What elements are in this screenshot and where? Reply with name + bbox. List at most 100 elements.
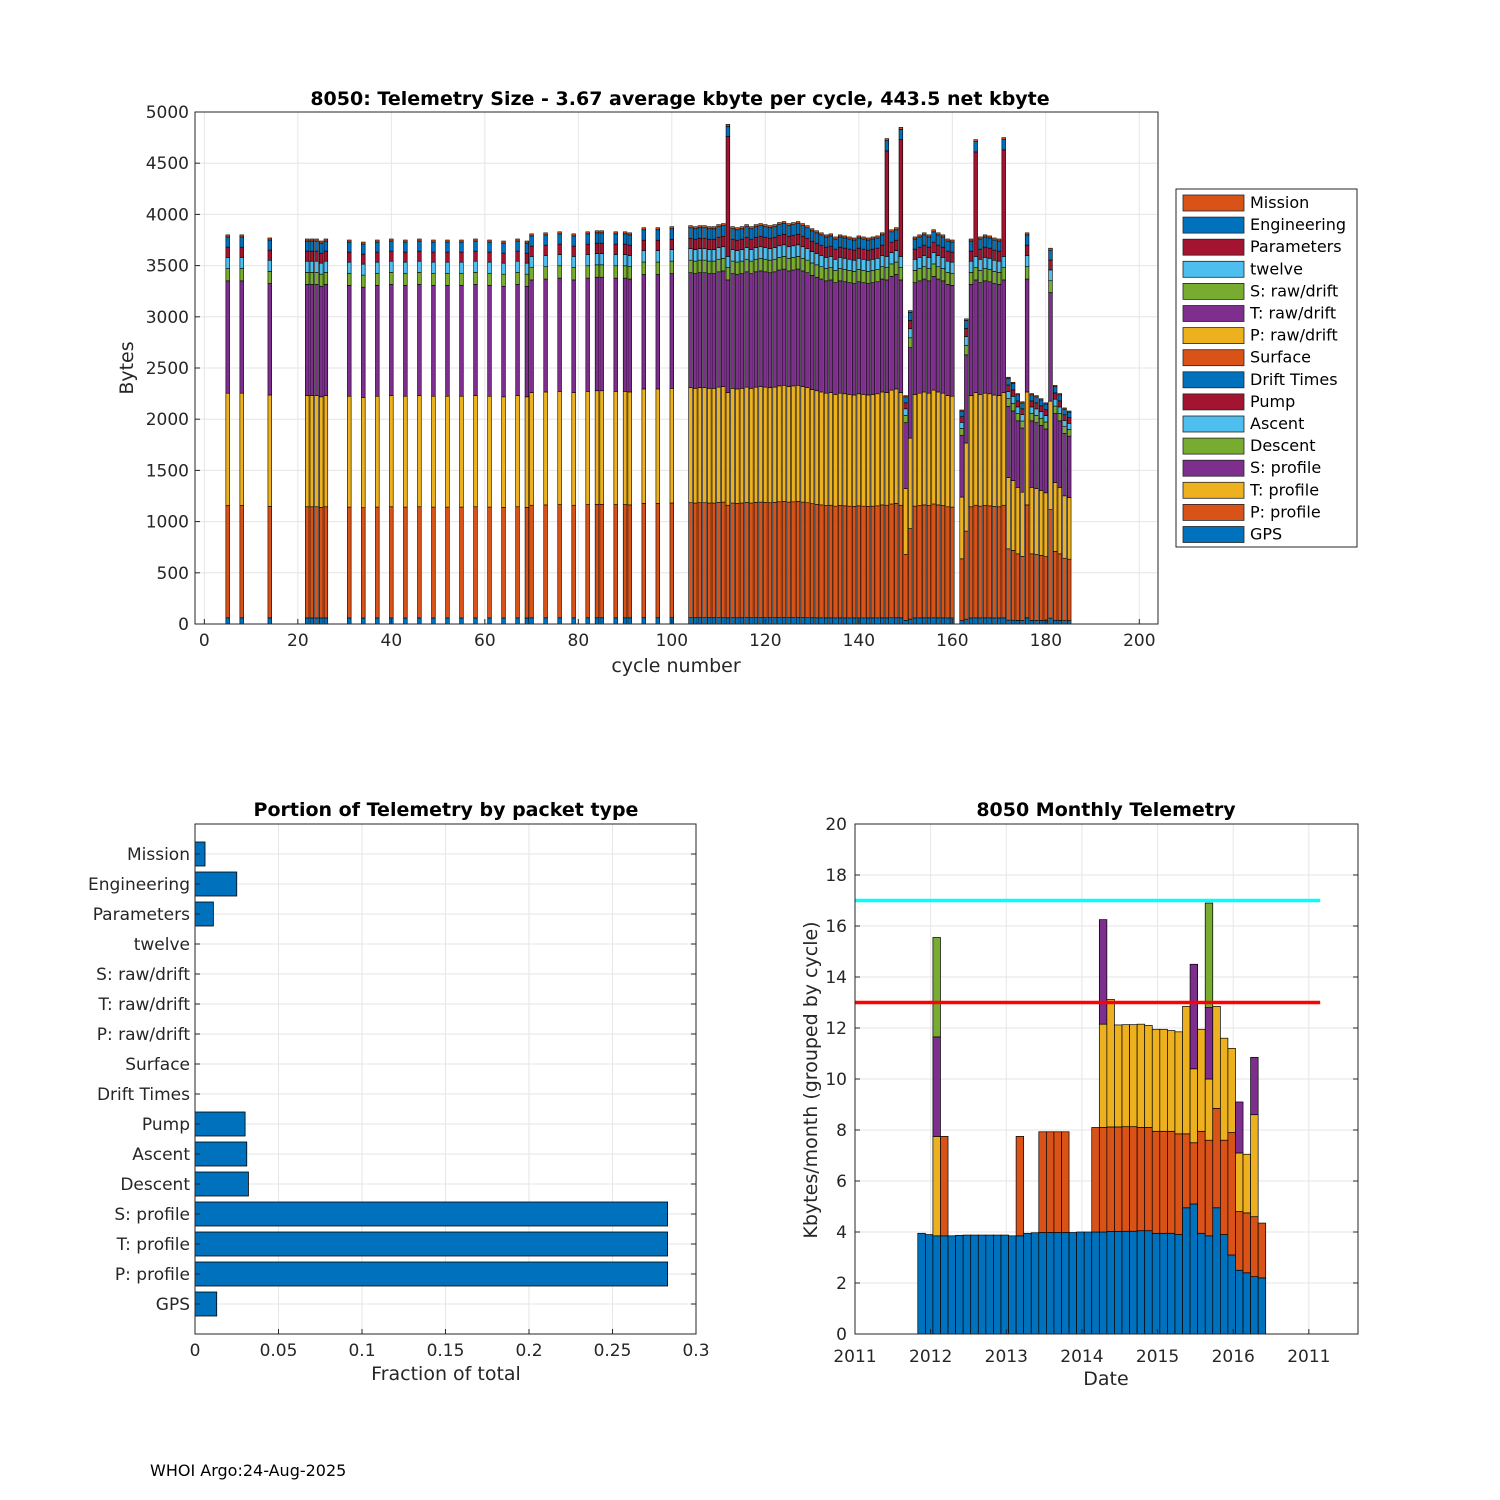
bar-segment: [543, 232, 548, 236]
bar-segment: [1204, 1007, 1214, 1080]
bar-segment: [950, 261, 955, 274]
bar-segment: [1057, 394, 1063, 402]
bar-segment: [716, 258, 721, 273]
bar-segment: [529, 617, 534, 625]
bar-segment: [865, 394, 871, 507]
bar-segment: [389, 238, 394, 242]
bar-segment: [267, 394, 272, 507]
bar-segment: [721, 386, 726, 503]
legend-swatch: [1182, 327, 1245, 345]
bar-segment: [791, 617, 796, 625]
bar-segment: [1020, 402, 1025, 410]
bar-segment: [1052, 551, 1058, 621]
bar-segment: [697, 502, 703, 619]
bar-segment: [1053, 1232, 1062, 1335]
bar-segment: [889, 617, 894, 625]
bar-segment: [940, 268, 946, 282]
bar-segment: [599, 276, 604, 392]
bar-segment: [940, 236, 946, 248]
bar-segment: [903, 408, 908, 416]
bar-segment: [828, 256, 833, 268]
bar-segment: [515, 272, 520, 285]
bar-segment: [1062, 426, 1067, 434]
bar-segment: [959, 416, 964, 423]
y-tick-label: 500: [157, 564, 189, 584]
bar-segment: [693, 502, 698, 619]
bar-segment: [833, 505, 838, 619]
bar-segment: [641, 617, 646, 625]
bar-segment: [917, 1232, 926, 1335]
bar-segment: [973, 151, 978, 257]
bar-segment: [931, 263, 936, 277]
bar-segment: [912, 617, 918, 625]
bar-segment: [884, 256, 890, 268]
bar-segment: [968, 284, 974, 396]
bar-segment: [903, 395, 908, 398]
bar-segment: [697, 617, 703, 625]
bar-segment: [809, 228, 815, 232]
bar-segment: [805, 248, 810, 261]
bar-segment: [940, 617, 946, 625]
bar-segment: [753, 224, 759, 228]
bar-segment: [711, 388, 717, 504]
bar-segment: [968, 272, 974, 285]
bar-segment: [758, 235, 763, 248]
bar-segment: [861, 394, 866, 507]
bar-segment: [1227, 1048, 1236, 1133]
bar-segment: [319, 252, 324, 264]
legend: Mission Engineering Parameters twelve S: raw…: [1175, 188, 1358, 548]
x-tick-label: 2014: [1060, 1347, 1103, 1367]
bar-segment: [627, 391, 632, 506]
bar-segment: [931, 503, 936, 619]
bar-segment: [781, 268, 787, 386]
bar-segment: [940, 280, 946, 394]
bar-segment: [982, 505, 988, 619]
bar-segment: [880, 504, 885, 619]
bar-segment: [501, 252, 506, 264]
bar-segment: [305, 617, 310, 625]
bar-segment: [884, 617, 890, 625]
bar-segment: [1038, 1131, 1047, 1233]
bar-segment: [917, 234, 922, 238]
bar-segment: [622, 233, 628, 245]
y-tick-label: 12: [825, 1019, 847, 1039]
bar-segment: [922, 234, 927, 246]
bar-segment: [305, 250, 310, 262]
bar-segment: [669, 273, 674, 389]
bar-segment: [697, 237, 703, 249]
bar-segment: [932, 1036, 941, 1137]
bar-segment: [791, 234, 796, 247]
bar: [194, 1171, 249, 1197]
bar-segment: [982, 280, 988, 394]
bar-segment: [711, 260, 717, 274]
bar-segment: [950, 241, 955, 253]
bar-segment: [1006, 406, 1011, 478]
bar-segment: [543, 266, 548, 280]
bar-segment: [805, 272, 810, 389]
bar-segment: [707, 226, 712, 230]
x-axis-label: Fraction of total: [371, 1363, 521, 1385]
bar-segment: [795, 233, 801, 246]
bar-segment: [711, 238, 717, 250]
bar-segment: [1114, 1231, 1123, 1335]
bar-segment: [993, 1234, 1002, 1335]
bar-segment: [445, 241, 450, 253]
bar-segment: [1034, 488, 1039, 555]
bar-segment: [814, 390, 819, 505]
bar-segment: [1067, 620, 1072, 625]
bar-segment: [1197, 1130, 1206, 1234]
bar-segment: [1006, 384, 1011, 392]
bar-segment: [833, 236, 838, 240]
bar-segment: [805, 225, 810, 229]
bar-segment: [735, 261, 740, 275]
y-tick-label: 20: [825, 815, 847, 835]
bar-segment: [347, 285, 352, 397]
bar-segment: [1006, 619, 1011, 625]
bar-segment: [225, 617, 230, 625]
bar-segment: [622, 504, 628, 619]
bar-segment: [543, 278, 548, 393]
bar-segment: [739, 502, 745, 619]
bar-segment: [922, 504, 927, 619]
bar-segment: [702, 248, 707, 261]
bar-segment: [487, 272, 492, 286]
